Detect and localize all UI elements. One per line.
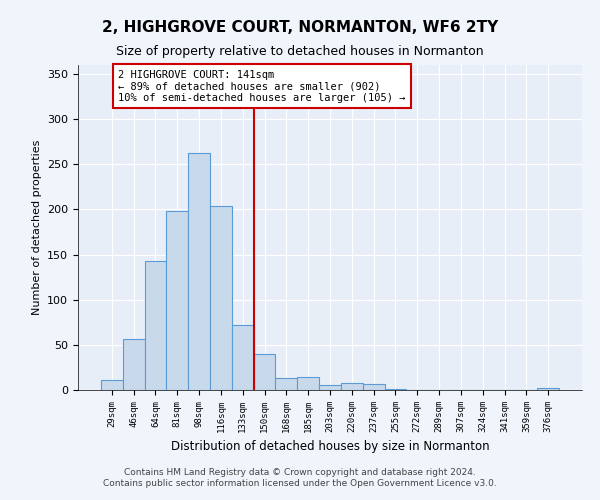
Text: 2, HIGHGROVE COURT, NORMANTON, WF6 2TY: 2, HIGHGROVE COURT, NORMANTON, WF6 2TY <box>102 20 498 35</box>
X-axis label: Distribution of detached houses by size in Normanton: Distribution of detached houses by size … <box>170 440 490 454</box>
Bar <box>363 384 385 390</box>
Text: Size of property relative to detached houses in Normanton: Size of property relative to detached ho… <box>116 45 484 58</box>
Text: 2 HIGHGROVE COURT: 141sqm
← 89% of detached houses are smaller (902)
10% of semi: 2 HIGHGROVE COURT: 141sqm ← 89% of detac… <box>118 70 406 102</box>
Bar <box>254 354 275 390</box>
Text: Contains HM Land Registry data © Crown copyright and database right 2024.
Contai: Contains HM Land Registry data © Crown c… <box>103 468 497 487</box>
Bar <box>537 388 559 390</box>
Bar <box>188 152 210 390</box>
Bar <box>123 338 145 390</box>
Bar <box>275 378 297 390</box>
Bar <box>297 378 319 390</box>
Bar <box>210 206 232 390</box>
Bar <box>341 383 363 390</box>
Bar <box>385 389 406 390</box>
Bar <box>101 380 123 390</box>
Bar <box>166 211 188 390</box>
Bar <box>319 384 341 390</box>
Y-axis label: Number of detached properties: Number of detached properties <box>32 140 41 315</box>
Bar <box>232 325 254 390</box>
Bar <box>145 261 166 390</box>
